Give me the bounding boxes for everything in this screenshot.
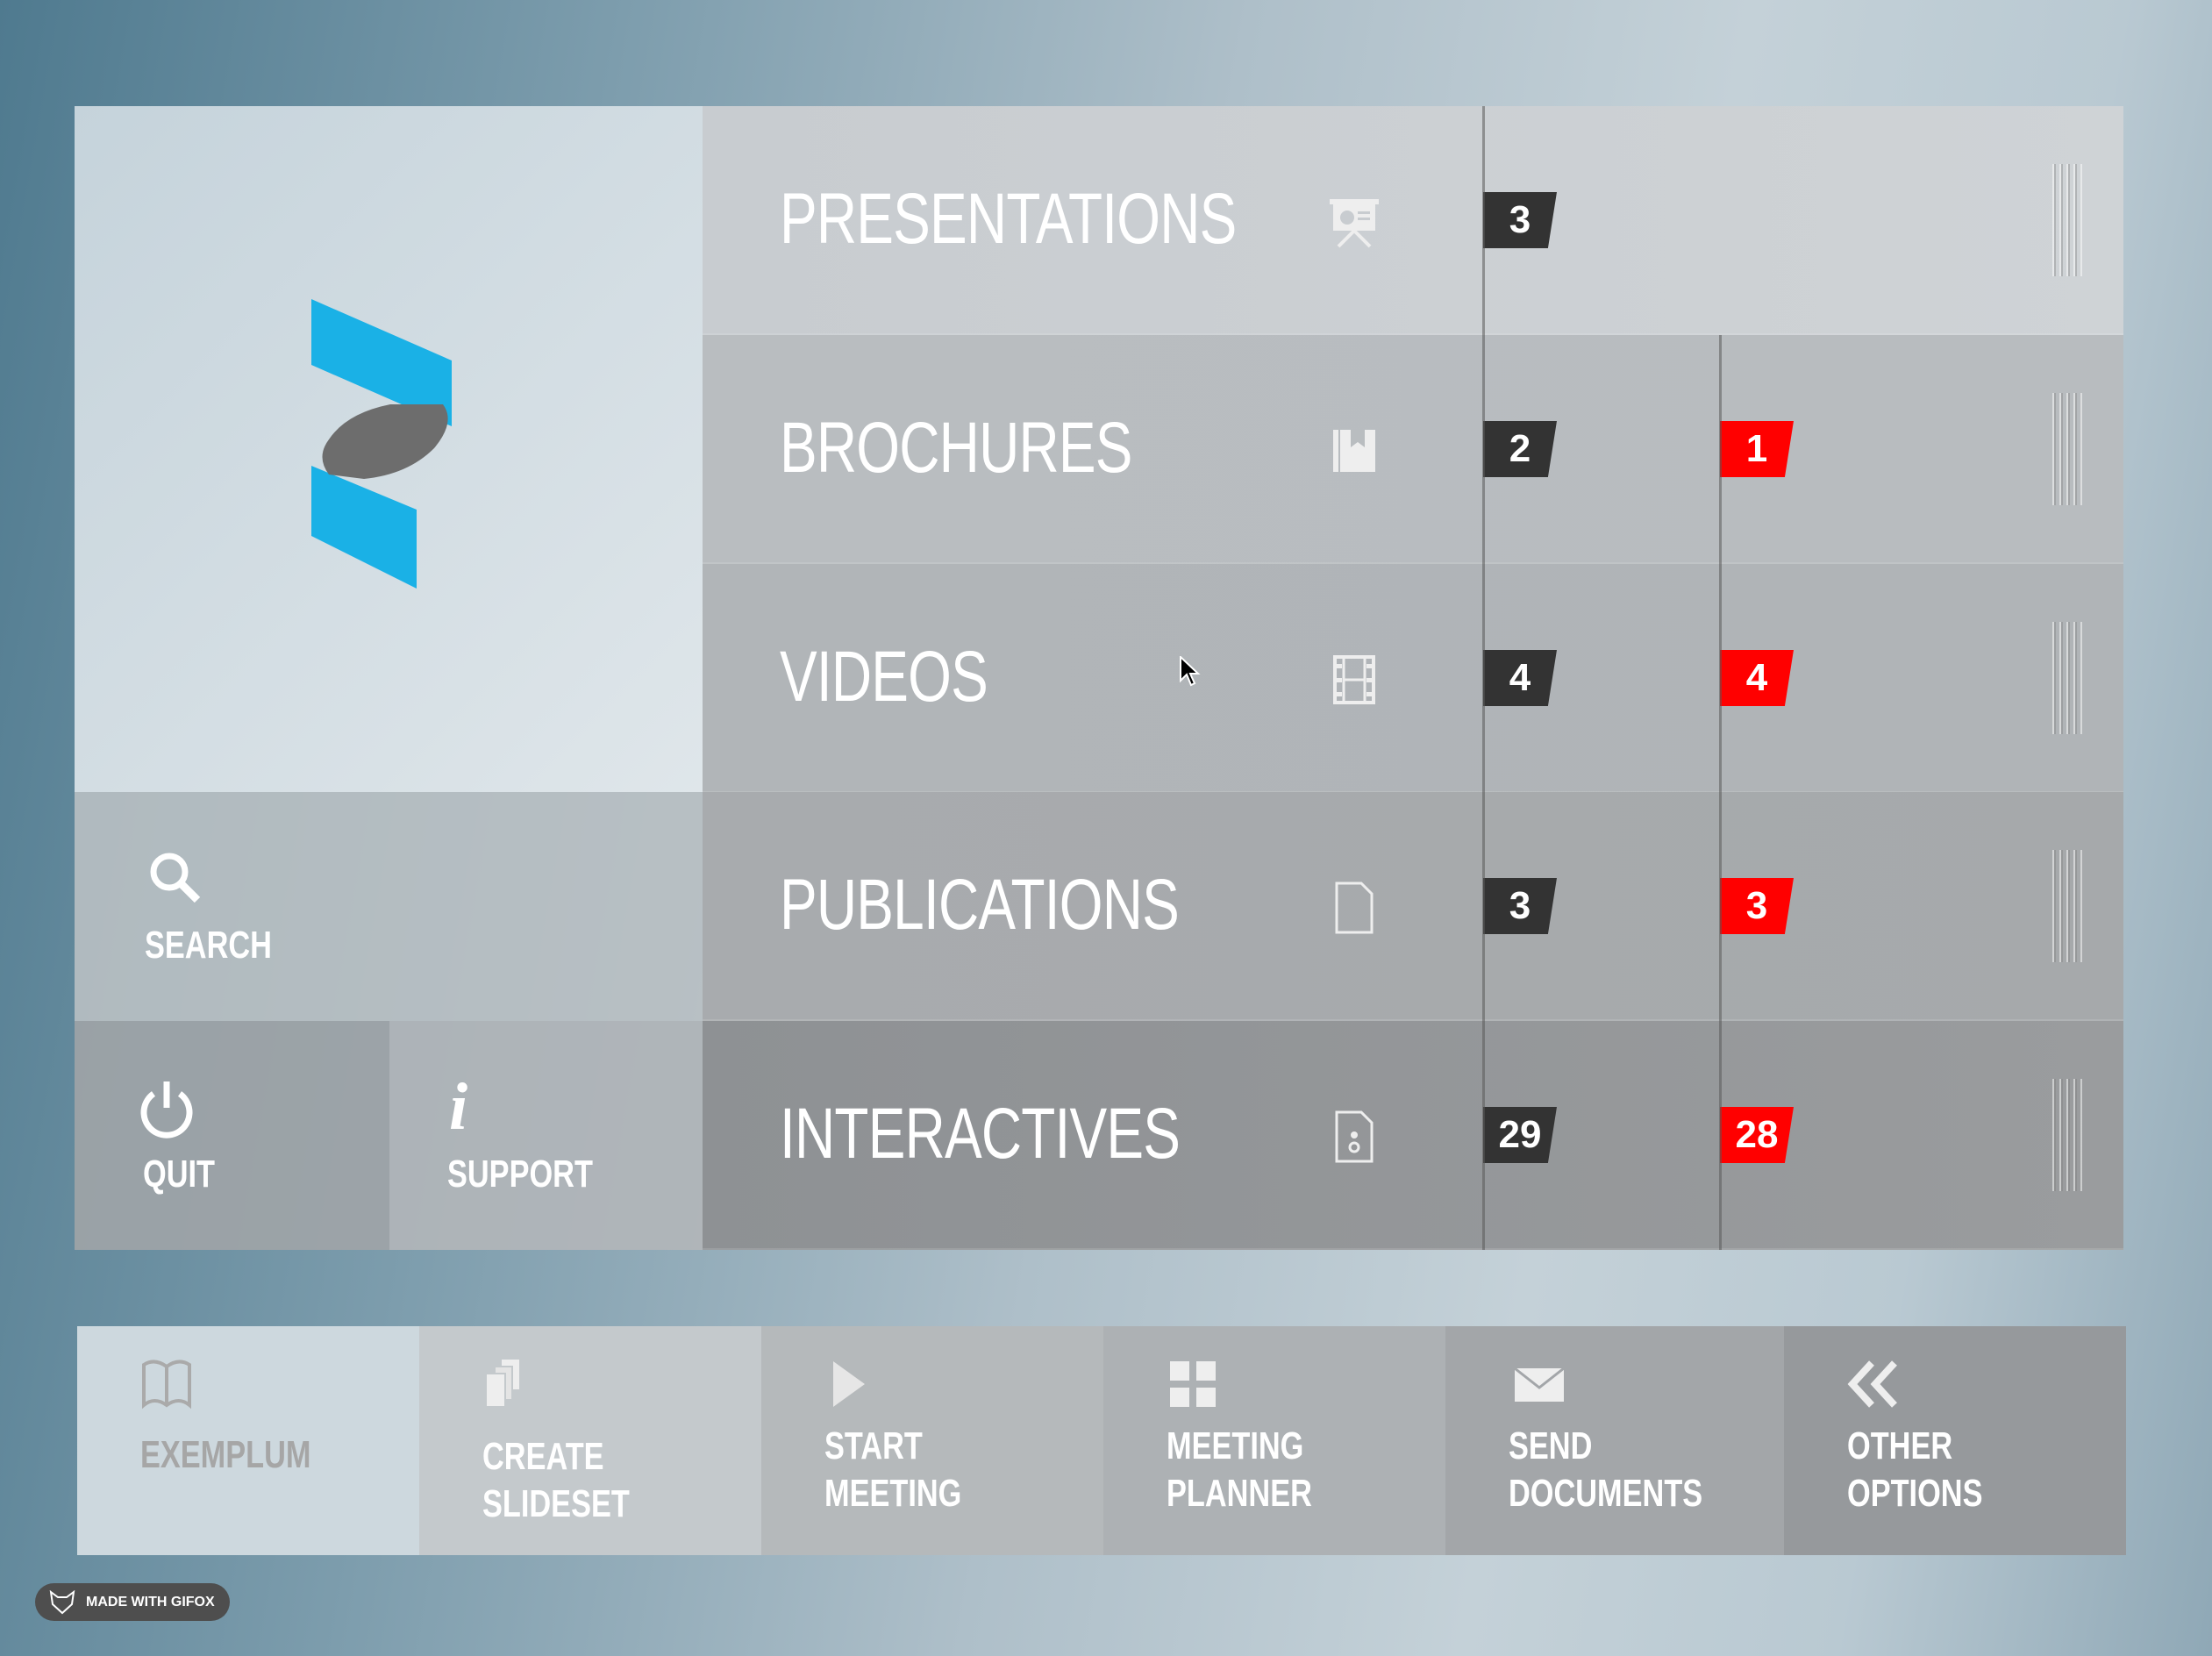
double-chevron-left-icon — [1847, 1360, 1897, 1408]
toolbar-exemplum[interactable]: EXEMPLUM — [77, 1326, 419, 1555]
new-count-badge: 3 — [1720, 878, 1794, 934]
toolbar-label: MEETING — [1167, 1424, 1304, 1467]
count-badge: 3 — [1483, 878, 1557, 934]
category-row-interactives[interactable]: INTERACTIVES 29 28 — [703, 1021, 2123, 1250]
toolbar-label: OPTIONS — [1847, 1472, 1983, 1515]
mouse-cursor — [1180, 656, 1201, 687]
toolbar-label: EXEMPLUM — [140, 1433, 311, 1476]
quit-label: QUIT — [143, 1153, 215, 1196]
grid-icon — [1170, 1361, 1216, 1407]
toolbar-label: OTHER — [1847, 1424, 1953, 1467]
info-icon: i — [449, 1070, 468, 1144]
count-badge: 3 — [1483, 192, 1557, 248]
interactive-file-icon — [1335, 1110, 1374, 1163]
category-row-brochures[interactable]: BROCHURES 2 1 — [703, 335, 2123, 564]
presentation-board-icon — [1330, 199, 1379, 248]
support-button[interactable]: i SUPPORT — [389, 1021, 703, 1250]
toolbar-label: CREATE — [482, 1435, 604, 1478]
film-icon — [1333, 655, 1375, 704]
toolbar-meeting-planner[interactable]: MEETING PLANNER — [1103, 1326, 1445, 1555]
new-count-badge: 28 — [1720, 1107, 1794, 1163]
drag-handle[interactable] — [2052, 164, 2082, 276]
toolbar-send-documents[interactable]: SEND DOCUMENTS — [1445, 1326, 1787, 1555]
column-divider — [1482, 106, 1485, 1250]
count-badge: 2 — [1483, 421, 1557, 477]
count-badge: 4 — [1483, 650, 1557, 706]
search-button[interactable]: SEARCH — [75, 792, 703, 1021]
book-icon — [142, 1360, 191, 1410]
toolbar-start-meeting[interactable]: START MEETING — [761, 1326, 1103, 1555]
gifox-watermark: MADE WITH GIFOX — [35, 1583, 230, 1621]
search-label: SEARCH — [145, 924, 272, 967]
fox-icon — [49, 1590, 75, 1615]
toolbar-label: SLIDESET — [482, 1482, 630, 1525]
brochure-icon — [1333, 430, 1375, 472]
column-divider — [1719, 335, 1722, 1250]
play-icon — [833, 1361, 865, 1407]
stack-icon — [485, 1360, 519, 1408]
logo-tile — [75, 106, 703, 792]
toolbar-label: PLANNER — [1167, 1472, 1312, 1515]
drag-handle[interactable] — [2052, 850, 2082, 962]
drag-handle[interactable] — [2052, 393, 2082, 505]
count-badge: 29 — [1483, 1107, 1557, 1163]
drag-handle[interactable] — [2052, 622, 2082, 734]
envelope-icon — [1514, 1367, 1565, 1402]
document-icon — [1335, 882, 1374, 934]
toolbar-label: DOCUMENTS — [1509, 1472, 1703, 1515]
category-label: BROCHURES — [780, 408, 1132, 488]
support-label: SUPPORT — [447, 1153, 593, 1196]
toolbar-other-options[interactable]: OTHER OPTIONS — [1784, 1326, 2126, 1555]
app-logo — [311, 299, 452, 589]
power-icon — [140, 1081, 193, 1138]
toolbar-label: MEETING — [824, 1472, 962, 1515]
new-count-badge: 1 — [1720, 421, 1794, 477]
new-count-badge: 4 — [1720, 650, 1794, 706]
category-row-publications[interactable]: PUBLICATIONS 3 3 — [703, 792, 2123, 1021]
search-icon — [150, 853, 201, 903]
drag-handle[interactable] — [2052, 1079, 2082, 1191]
category-label: PUBLICATIONS — [780, 865, 1180, 945]
category-label: PRESENTATIONS — [780, 179, 1237, 259]
toolbar-label: SEND — [1509, 1424, 1593, 1467]
category-row-presentations[interactable]: PRESENTATIONS 3 — [703, 106, 2123, 335]
category-row-videos[interactable]: VIDEOS 4 4 — [703, 564, 2123, 793]
category-label: VIDEOS — [780, 637, 988, 717]
category-label: INTERACTIVES — [780, 1094, 1181, 1174]
quit-button[interactable]: QUIT — [75, 1021, 389, 1250]
toolbar-label: START — [824, 1424, 923, 1467]
toolbar-create-slideset[interactable]: CREATE SLIDESET — [419, 1326, 761, 1555]
watermark-text: MADE WITH GIFOX — [86, 1595, 215, 1610]
